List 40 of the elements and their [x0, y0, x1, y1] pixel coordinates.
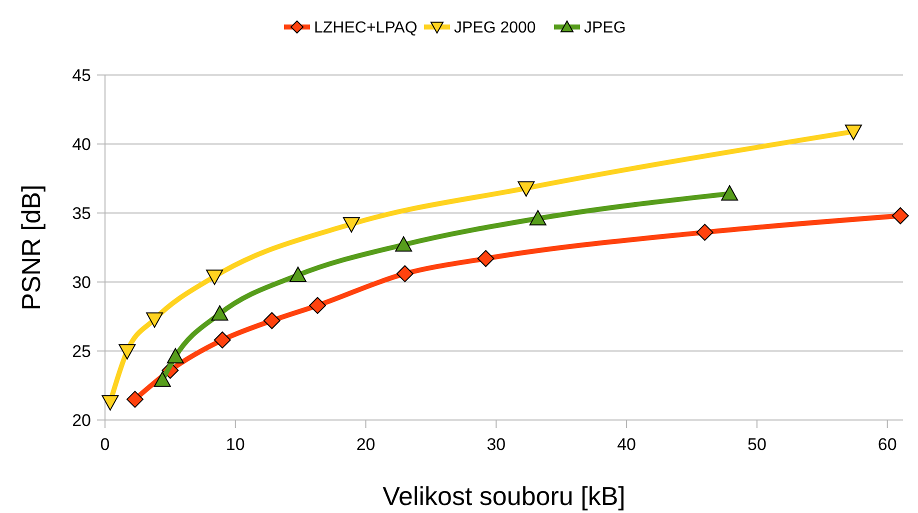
x-tick-label: 60 [878, 435, 897, 454]
y-tick-label: 30 [72, 272, 91, 292]
x-tick-label: 40 [617, 435, 636, 454]
y-tick-label: 45 [72, 66, 91, 85]
point [518, 181, 535, 197]
y-tick-label: 40 [72, 134, 91, 154]
legend-label: JPEG 2000 [454, 20, 536, 37]
point [396, 265, 414, 282]
point [166, 348, 184, 364]
point [721, 185, 738, 201]
point [289, 266, 306, 282]
x-tick-label: 20 [356, 435, 376, 454]
point [696, 224, 714, 241]
y-axis-title: PSNR [dB] [16, 184, 46, 310]
x-axis-title: Velikost souboru [kB] [382, 481, 626, 511]
x-tick-label: 0 [100, 435, 110, 454]
point [214, 331, 231, 348]
point [342, 217, 360, 233]
point [118, 344, 136, 360]
point [263, 312, 280, 330]
point [211, 305, 228, 321]
legend-label: JPEG [584, 20, 626, 37]
legend-label: LZHEC+LPAQ [314, 20, 418, 37]
point [102, 395, 119, 411]
point [477, 250, 494, 268]
point [309, 296, 326, 314]
x-tick-label: 30 [486, 435, 506, 454]
point [126, 390, 144, 408]
point [892, 207, 909, 224]
point [206, 270, 224, 285]
x-tick-label: 50 [748, 435, 766, 454]
point [146, 312, 164, 328]
y-tick-label: 20 [72, 410, 91, 430]
y-tick-label: 25 [72, 342, 91, 361]
x-tick-label: 10 [226, 435, 245, 454]
point [529, 210, 546, 226]
point [844, 124, 862, 140]
point [154, 371, 171, 387]
y-tick-label: 35 [72, 204, 91, 223]
point [395, 236, 412, 252]
